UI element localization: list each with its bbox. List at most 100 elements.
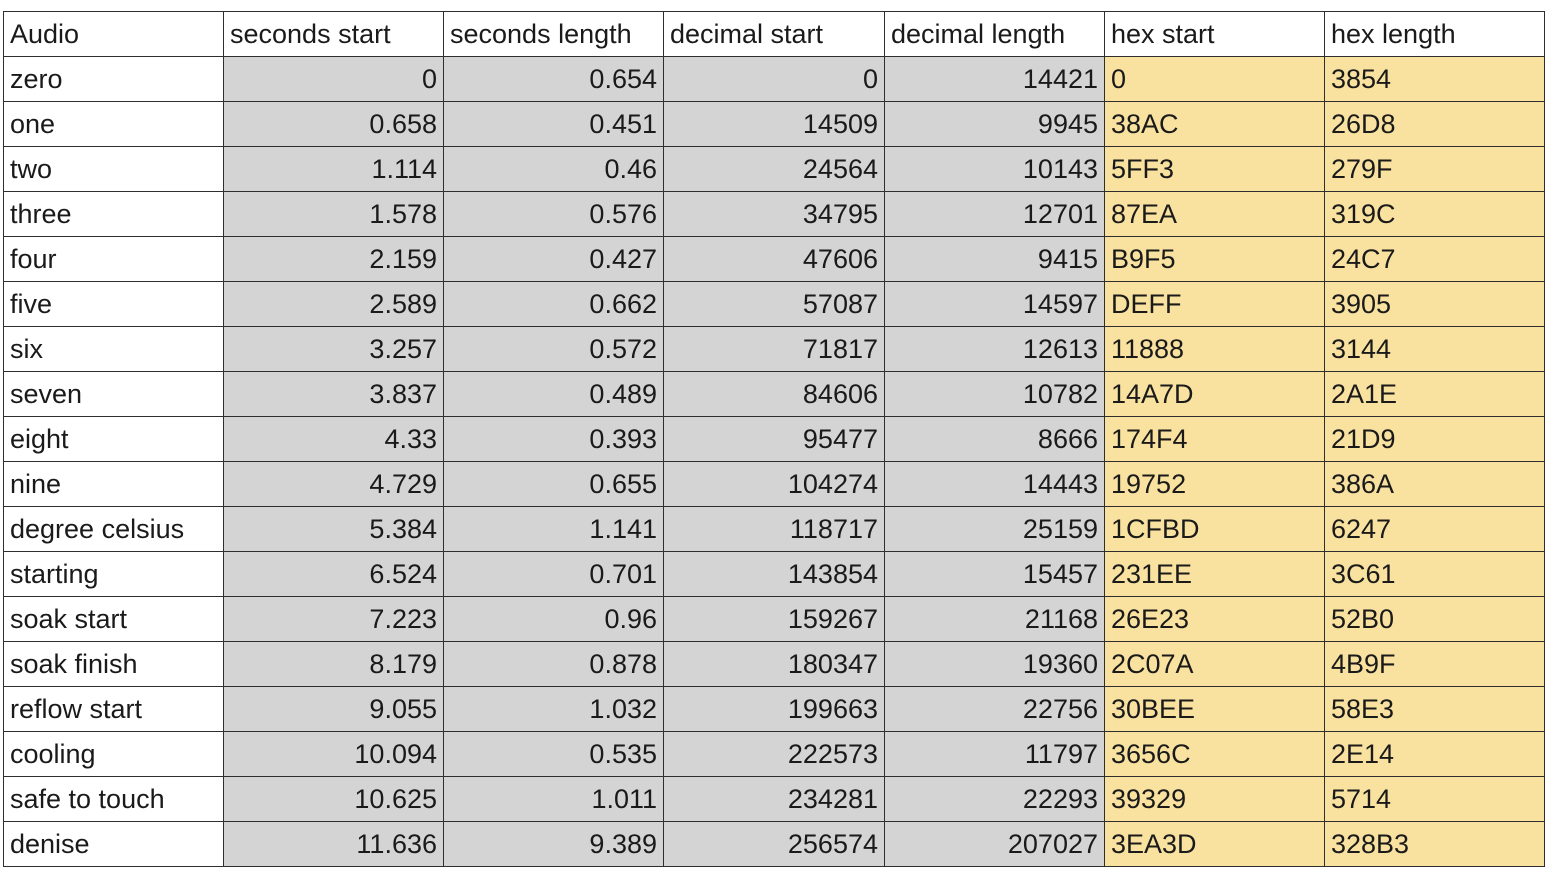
column-header-hex-start[interactable]: hex start xyxy=(1104,11,1325,57)
cell-hex-start[interactable]: DEFF xyxy=(1104,281,1325,327)
cell-hex-start[interactable]: 231EE xyxy=(1104,551,1325,597)
cell-decimal-start[interactable]: 24564 xyxy=(663,146,885,192)
cell-decimal-start[interactable]: 256574 xyxy=(663,821,885,867)
cell-decimal-length[interactable]: 21168 xyxy=(884,596,1105,642)
cell-decimal-length[interactable]: 10782 xyxy=(884,371,1105,417)
cell-decimal-start[interactable]: 234281 xyxy=(663,776,885,822)
cell-decimal-start[interactable]: 199663 xyxy=(663,686,885,732)
cell-hex-length[interactable]: 24C7 xyxy=(1324,236,1545,282)
cell-decimal-start[interactable]: 84606 xyxy=(663,371,885,417)
cell-hex-start[interactable]: 3EA3D xyxy=(1104,821,1325,867)
cell-decimal-length[interactable]: 10143 xyxy=(884,146,1105,192)
cell-decimal-length[interactable]: 14443 xyxy=(884,461,1105,507)
cell-decimal-length[interactable]: 12613 xyxy=(884,326,1105,372)
cell-seconds-length[interactable]: 0.451 xyxy=(443,101,664,147)
cell-seconds-length[interactable]: 0.393 xyxy=(443,416,664,462)
cell-seconds-start[interactable]: 0 xyxy=(223,56,444,102)
cell-hex-length[interactable]: 6247 xyxy=(1324,506,1545,552)
cell-decimal-start[interactable]: 71817 xyxy=(663,326,885,372)
cell-decimal-length[interactable]: 9945 xyxy=(884,101,1105,147)
cell-seconds-start[interactable]: 11.636 xyxy=(223,821,444,867)
cell-decimal-length[interactable]: 9415 xyxy=(884,236,1105,282)
cell-hex-length[interactable]: 2A1E xyxy=(1324,371,1545,417)
cell-hex-start[interactable]: 19752 xyxy=(1104,461,1325,507)
cell-hex-start[interactable]: 26E23 xyxy=(1104,596,1325,642)
cell-hex-length[interactable]: 279F xyxy=(1324,146,1545,192)
cell-decimal-length[interactable]: 11797 xyxy=(884,731,1105,777)
cell-decimal-length[interactable]: 19360 xyxy=(884,641,1105,687)
cell-audio[interactable]: five xyxy=(3,281,224,327)
cell-hex-length[interactable]: 5714 xyxy=(1324,776,1545,822)
column-header-decimal-length[interactable]: decimal length xyxy=(884,11,1105,57)
cell-hex-start[interactable]: 11888 xyxy=(1104,326,1325,372)
column-header-audio[interactable]: Audio xyxy=(3,11,224,57)
cell-hex-length[interactable]: 386A xyxy=(1324,461,1545,507)
cell-decimal-start[interactable]: 95477 xyxy=(663,416,885,462)
cell-hex-start[interactable]: 3656C xyxy=(1104,731,1325,777)
cell-hex-start[interactable]: 0 xyxy=(1104,56,1325,102)
cell-seconds-start[interactable]: 8.179 xyxy=(223,641,444,687)
cell-audio[interactable]: reflow start xyxy=(3,686,224,732)
column-header-hex-length[interactable]: hex length xyxy=(1324,11,1545,57)
cell-seconds-length[interactable]: 0.576 xyxy=(443,191,664,237)
cell-hex-length[interactable]: 3854 xyxy=(1324,56,1545,102)
cell-seconds-start[interactable]: 10.094 xyxy=(223,731,444,777)
cell-decimal-start[interactable]: 159267 xyxy=(663,596,885,642)
cell-hex-start[interactable]: 39329 xyxy=(1104,776,1325,822)
cell-hex-length[interactable]: 52B0 xyxy=(1324,596,1545,642)
cell-audio[interactable]: safe to touch xyxy=(3,776,224,822)
cell-decimal-length[interactable]: 22756 xyxy=(884,686,1105,732)
cell-seconds-start[interactable]: 1.114 xyxy=(223,146,444,192)
cell-audio[interactable]: zero xyxy=(3,56,224,102)
cell-seconds-start[interactable]: 1.578 xyxy=(223,191,444,237)
cell-audio[interactable]: denise xyxy=(3,821,224,867)
cell-seconds-start[interactable]: 6.524 xyxy=(223,551,444,597)
cell-seconds-start[interactable]: 4.33 xyxy=(223,416,444,462)
cell-hex-length[interactable]: 319C xyxy=(1324,191,1545,237)
cell-decimal-length[interactable]: 12701 xyxy=(884,191,1105,237)
column-header-seconds-length[interactable]: seconds length xyxy=(443,11,664,57)
cell-seconds-length[interactable]: 0.535 xyxy=(443,731,664,777)
cell-decimal-start[interactable]: 118717 xyxy=(663,506,885,552)
cell-seconds-length[interactable]: 0.46 xyxy=(443,146,664,192)
cell-audio[interactable]: nine xyxy=(3,461,224,507)
cell-hex-start[interactable]: 174F4 xyxy=(1104,416,1325,462)
cell-seconds-start[interactable]: 9.055 xyxy=(223,686,444,732)
cell-audio[interactable]: cooling xyxy=(3,731,224,777)
cell-hex-length[interactable]: 3144 xyxy=(1324,326,1545,372)
cell-seconds-length[interactable]: 0.96 xyxy=(443,596,664,642)
cell-decimal-start[interactable]: 57087 xyxy=(663,281,885,327)
cell-hex-length[interactable]: 21D9 xyxy=(1324,416,1545,462)
cell-seconds-length[interactable]: 0.489 xyxy=(443,371,664,417)
cell-decimal-length[interactable]: 8666 xyxy=(884,416,1105,462)
cell-hex-start[interactable]: 14A7D xyxy=(1104,371,1325,417)
cell-hex-length[interactable]: 328B3 xyxy=(1324,821,1545,867)
cell-audio[interactable]: seven xyxy=(3,371,224,417)
cell-decimal-length[interactable]: 207027 xyxy=(884,821,1105,867)
cell-hex-start[interactable]: 2C07A xyxy=(1104,641,1325,687)
cell-hex-length[interactable]: 26D8 xyxy=(1324,101,1545,147)
cell-seconds-start[interactable]: 0.658 xyxy=(223,101,444,147)
cell-decimal-length[interactable]: 14597 xyxy=(884,281,1105,327)
cell-audio[interactable]: soak start xyxy=(3,596,224,642)
cell-seconds-length[interactable]: 0.662 xyxy=(443,281,664,327)
cell-hex-start[interactable]: 38AC xyxy=(1104,101,1325,147)
cell-hex-start[interactable]: B9F5 xyxy=(1104,236,1325,282)
cell-decimal-start[interactable]: 0 xyxy=(663,56,885,102)
cell-audio[interactable]: starting xyxy=(3,551,224,597)
cell-audio[interactable]: one xyxy=(3,101,224,147)
cell-audio[interactable]: soak finish xyxy=(3,641,224,687)
cell-decimal-start[interactable]: 180347 xyxy=(663,641,885,687)
cell-audio[interactable]: degree celsius xyxy=(3,506,224,552)
cell-audio[interactable]: six xyxy=(3,326,224,372)
cell-hex-length[interactable]: 3C61 xyxy=(1324,551,1545,597)
cell-seconds-length[interactable]: 0.878 xyxy=(443,641,664,687)
cell-seconds-start[interactable]: 7.223 xyxy=(223,596,444,642)
cell-decimal-length[interactable]: 15457 xyxy=(884,551,1105,597)
cell-decimal-length[interactable]: 22293 xyxy=(884,776,1105,822)
column-header-seconds-start[interactable]: seconds start xyxy=(223,11,444,57)
cell-hex-length[interactable]: 4B9F xyxy=(1324,641,1545,687)
cell-hex-length[interactable]: 3905 xyxy=(1324,281,1545,327)
cell-seconds-length[interactable]: 9.389 xyxy=(443,821,664,867)
cell-seconds-length[interactable]: 0.701 xyxy=(443,551,664,597)
